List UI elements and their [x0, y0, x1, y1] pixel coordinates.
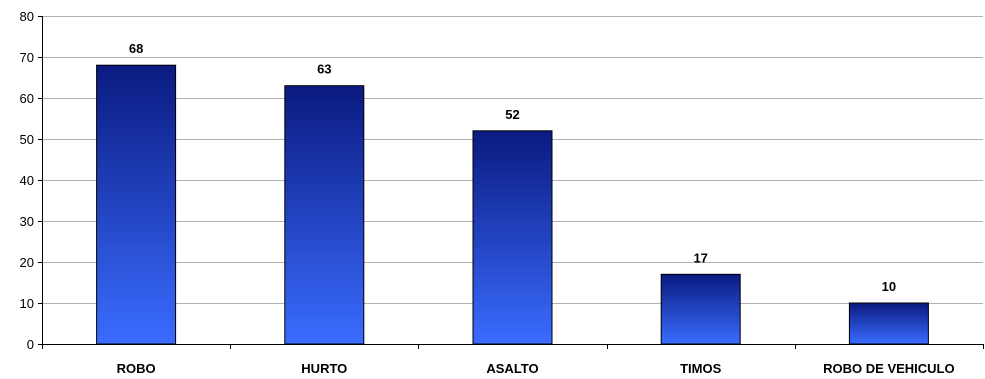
y-tick-label: 80 [20, 9, 34, 24]
data-label: 17 [693, 250, 707, 265]
y-tick-label: 30 [20, 214, 34, 229]
category-label: ASALTO [486, 361, 538, 376]
category-label: HURTO [301, 361, 347, 376]
category-label: TIMOS [680, 361, 721, 376]
labels: 0 10 20 30 40 50 60 70 80 68 ROBO 63 HURTO 52 ASALTO 17… [20, 9, 955, 376]
data-label: 63 [317, 62, 331, 77]
y-tick-label: 0 [27, 337, 34, 352]
bars [96, 64, 929, 345]
bar-robo-de-vehiculo [848, 302, 929, 345]
data-label: 10 [882, 279, 896, 294]
category-label: ROBO DE VEHICULO [823, 361, 954, 376]
y-tick-label: 60 [20, 91, 34, 106]
data-label: 52 [505, 107, 519, 122]
data-label: 68 [129, 41, 143, 56]
bar-robo [96, 64, 177, 345]
y-tick-label: 10 [20, 296, 34, 311]
y-tick-label: 70 [20, 50, 34, 65]
y-tick-label: 50 [20, 132, 34, 147]
y-tick-label: 20 [20, 255, 34, 270]
bar-timos [660, 273, 741, 345]
axes [38, 16, 984, 349]
bar-asalto [472, 130, 553, 345]
category-label: ROBO [117, 361, 156, 376]
y-tick-label: 40 [20, 173, 34, 188]
bar-hurto [284, 85, 365, 345]
